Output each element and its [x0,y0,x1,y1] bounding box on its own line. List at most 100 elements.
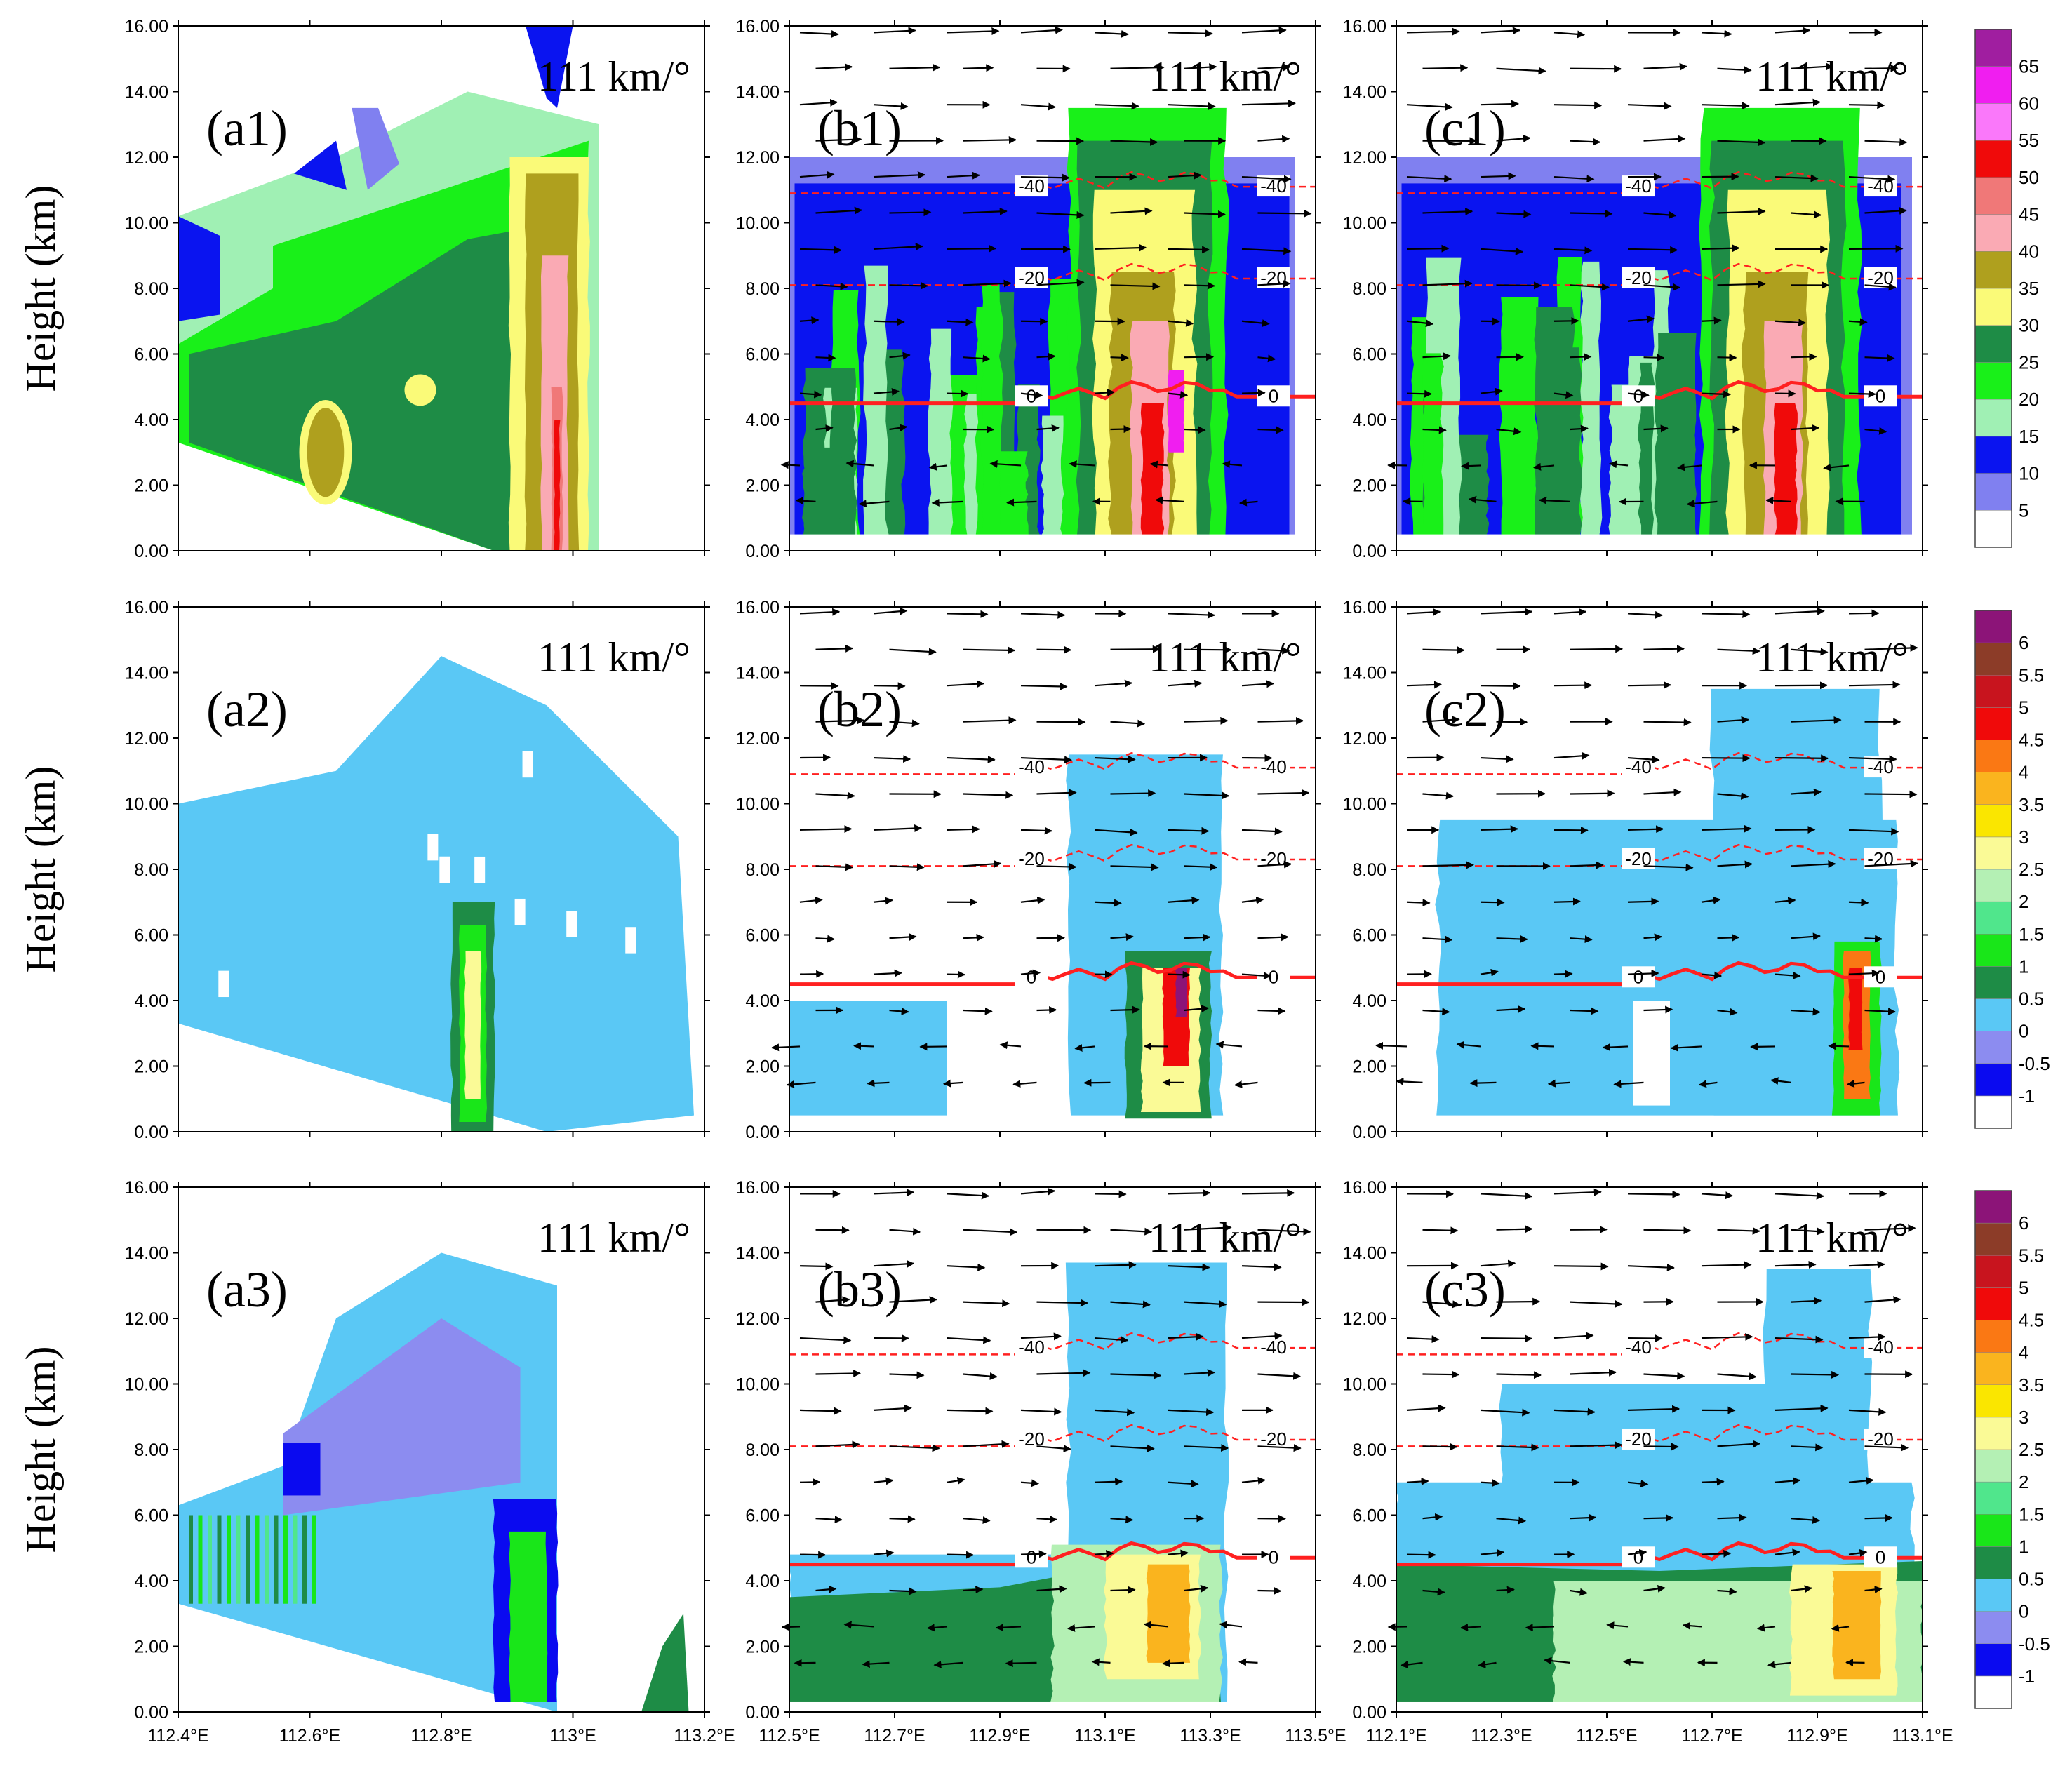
wind-arrow [1791,788,1822,796]
y-tick-label: 2.00 [134,1057,168,1077]
colorbar-label: 15 [2019,426,2039,447]
colorbar-frame [1974,610,2012,1129]
wind-arrow [1496,281,1542,290]
colorbar-label: 35 [2019,278,2039,299]
wind-arrow [1717,354,1737,362]
colorbar-label: 10 [2019,463,2039,484]
colorbar-frame [1974,29,2012,548]
wind-arrow [1110,933,1134,942]
panel-b1: -40 -40-20 -200 00.002.004.006.008.0010.001… [735,17,1321,561]
wind-arrow [1036,934,1066,942]
wind-arrow [1020,969,1041,977]
wind-arrow [1643,788,1682,796]
colorbar-row-3: -1 -0.5 0 0.5 1 1.5 2 2.5 3 3.5 4 4.5 5 5.5 6 [1974,1190,2050,1709]
wind-arrow [1643,645,1685,653]
wind-arrow [1094,899,1122,907]
terrain-mask [789,1701,1316,1712]
wind-arrow [1602,1043,1629,1052]
wind-arrow [1257,646,1290,655]
wind-arrow [1020,1187,1056,1196]
wind-arrow [963,1440,1010,1448]
y-tick-label: 2.00 [745,1638,780,1657]
y-tick-label: 16.00 [1342,1178,1386,1198]
x-tick-label: 112.6°E [279,1726,340,1746]
wind-arrow [1791,62,1834,71]
wind-arrow [1750,1043,1776,1051]
wind-arrow [1864,1008,1896,1016]
y-tick-label: 16.00 [735,17,780,36]
wind-arrow [815,1370,862,1378]
wind-arrow [963,279,1012,288]
wind-arrow [1570,1299,1623,1308]
wind-arrow [1864,427,1887,435]
isotherm-label: 0 [1269,966,1278,987]
isotherm-line [789,843,1316,867]
wind-arrow [1168,171,1202,180]
wind-arrow [1241,1332,1283,1340]
wind-arrow [1406,681,1443,689]
y-tick-label: 0.00 [134,1123,168,1142]
wind-arrow [1184,353,1215,361]
wind-arrow [947,1476,965,1485]
field-4 [1146,1564,1191,1663]
isotherm-label-bg [1622,1337,1655,1358]
wind-arrow [889,352,911,360]
wind-arrow [963,1299,1010,1308]
isotherm-line [789,262,1316,286]
wind-arrow [1406,244,1450,253]
wind-arrow [1496,67,1546,75]
wind-arrow [1110,207,1153,215]
colorbar-label: 1 [2019,956,2028,977]
wind-arrow [1020,756,1073,764]
wind-arrow [1184,281,1215,290]
wind-arrow [889,281,928,290]
field-column [1040,415,1064,538]
wind-arrow [928,462,948,471]
wind-arrow [1241,389,1266,397]
isotherm-label: 0 [1633,385,1643,406]
colorbar-label: 20 [2019,389,2039,410]
y-tick-label: 4.00 [745,991,780,1011]
wind-arrow [873,1477,894,1485]
wind-arrow [1791,424,1820,432]
wind-arrow [873,824,923,833]
wind-arrow [1643,933,1662,942]
wind-arrow [989,460,1022,468]
wind-arrow [873,170,925,179]
y-tick-label: 16.00 [124,598,168,617]
y-tick-label: 0.00 [134,542,168,561]
terrain-mask [789,534,1316,551]
y-tick-label: 10.00 [1342,795,1386,815]
wind-arrow [1717,138,1766,147]
isotherm-label: -40 [1260,756,1287,777]
panel-label: (c3) [1424,1262,1506,1318]
y-tick-label: 8.00 [134,279,168,299]
wind-arrow [1020,896,1045,904]
wind-arrow [1791,1585,1812,1593]
wind-arrow [1257,933,1289,942]
scale-label: 111 km/° [537,53,690,100]
colorbar-swatch [1974,436,2012,474]
wind-arrow [1864,207,1907,215]
wind-arrow [1701,1332,1753,1341]
isotherm-label: -40 [1260,1337,1287,1358]
wind-arrow [1533,462,1555,471]
isotherm-line [789,170,1316,194]
wind-arrow [1701,29,1732,38]
field-6 [1175,968,1188,1017]
field-column [1422,353,1444,538]
wind-arrow [1480,387,1503,396]
wind-arrow [1168,29,1213,38]
wind-arrow [843,1621,874,1629]
wind-arrow [933,1660,963,1668]
wind-arrow [1215,1041,1243,1049]
wind-arrow [1406,175,1452,183]
wind-arrow [1496,1586,1515,1594]
wind-arrow [1480,172,1516,180]
wind-arrow [1094,679,1133,688]
wind-arrow [799,98,838,107]
wind-arrow [963,354,991,363]
wind-arrow [1168,896,1200,904]
wind-arrow [815,1296,850,1304]
colorbar-label: 45 [2019,204,2039,225]
